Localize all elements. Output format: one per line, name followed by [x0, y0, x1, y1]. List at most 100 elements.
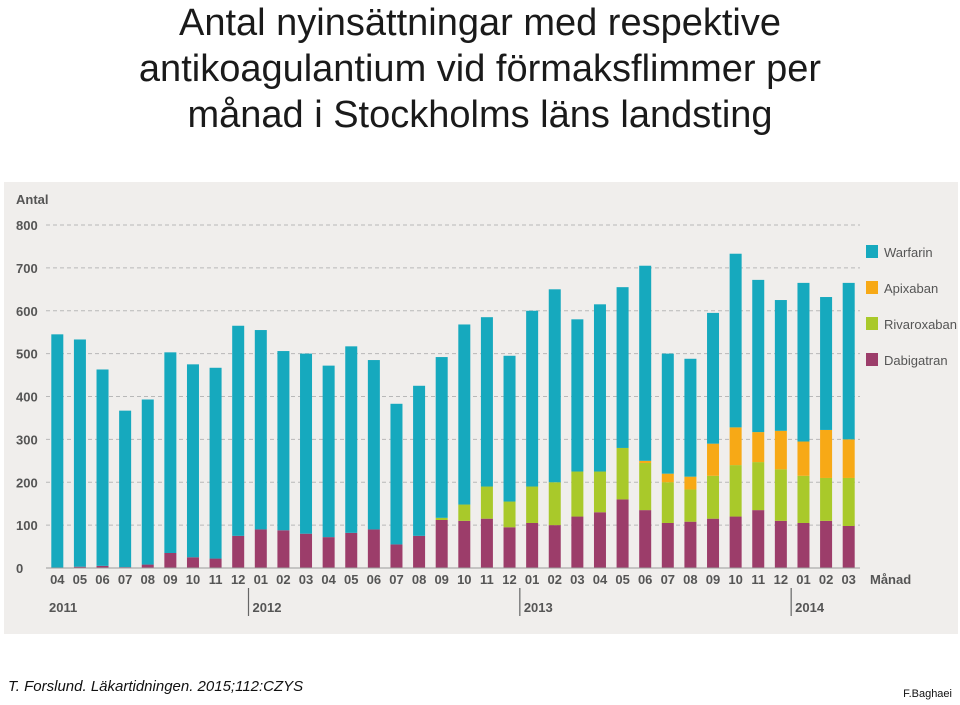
x-tick-label: 06	[367, 572, 381, 587]
legend-swatch-dabigatran	[866, 353, 878, 366]
x-tick-label: 06	[95, 572, 109, 587]
bar-warfarin	[684, 358, 697, 477]
x-tick-label: 07	[661, 572, 675, 587]
title-line-2: antikoagulantium vid förmaksflimmer per	[138, 48, 822, 90]
bar-warfarin	[458, 324, 471, 505]
bar-dabigatran	[164, 552, 177, 568]
bar-dabigatran	[254, 529, 267, 568]
x-tick-label: 04	[593, 572, 608, 587]
bar-dabigatran	[300, 533, 313, 568]
bar-warfarin	[345, 346, 358, 533]
bar-warfarin	[435, 357, 448, 518]
x-tick-label: 06	[638, 572, 652, 587]
bar-dabigatran	[571, 516, 584, 568]
bar-dabigatran	[593, 512, 606, 568]
bar-warfarin	[141, 399, 154, 565]
bar-dabigatran	[458, 520, 471, 568]
bar-dabigatran	[322, 537, 335, 568]
bar-rivaroxaban	[752, 462, 765, 511]
bar-warfarin	[413, 385, 426, 536]
bar-dabigatran	[480, 518, 493, 568]
bar-warfarin	[639, 265, 652, 461]
bar-warfarin	[797, 282, 810, 442]
x-tick-label: 12	[502, 572, 516, 587]
legend-label-rivaroxaban: Rivaroxaban	[884, 317, 957, 332]
bar-dabigatran	[526, 522, 539, 568]
bar-rivaroxaban	[571, 471, 584, 517]
bar-apixaban	[774, 430, 787, 470]
bar-apixaban	[661, 473, 674, 483]
bar-rivaroxaban	[616, 447, 629, 500]
stacked-bar-chart: Antal 0 100 200 300 400 500 600 700 800 04 05 06 07 08…	[16, 192, 957, 616]
bar-apixaban	[729, 427, 742, 466]
bar-apixaban	[684, 476, 697, 490]
bar-rivaroxaban	[639, 462, 652, 511]
x-tick-label: 02	[819, 572, 833, 587]
y-tick-label: 400	[16, 390, 38, 405]
y-tick-label: 200	[16, 475, 38, 490]
bar-rivaroxaban	[774, 469, 787, 521]
bar-apixaban	[842, 439, 855, 478]
chart-panel: Antal 0 100 200 300 400 500 600 700 800 04 05 06 07 08…	[4, 182, 958, 634]
x-tick-label: 11	[751, 572, 765, 587]
bar-dabigatran	[345, 532, 358, 568]
bar-warfarin	[593, 304, 606, 472]
bar-dabigatran	[186, 557, 199, 568]
legend-label-warfarin: Warfarin	[884, 245, 933, 260]
bar-warfarin	[209, 367, 222, 559]
bar-warfarin	[820, 297, 833, 430]
year-label: 2012	[253, 600, 282, 615]
bar-dabigatran	[277, 530, 290, 568]
bar-warfarin	[300, 353, 313, 534]
y-tick-label: 800	[16, 218, 38, 233]
bar-rivaroxaban	[526, 486, 539, 523]
bar-warfarin	[119, 410, 132, 568]
bar-warfarin	[164, 352, 177, 553]
x-tick-label: 04	[50, 572, 65, 587]
x-tick-label: 02	[548, 572, 562, 587]
x-tick-label: 03	[841, 572, 855, 587]
year-label: 2011	[49, 600, 77, 615]
bar-warfarin	[548, 289, 561, 483]
x-tick-label: 05	[615, 572, 629, 587]
x-tick-label: 10	[728, 572, 742, 587]
bar-apixaban	[752, 432, 765, 463]
bar-dabigatran	[842, 525, 855, 568]
bar-dabigatran	[435, 519, 448, 568]
legend-swatch-apixaban	[866, 281, 878, 294]
bar-warfarin	[752, 279, 765, 433]
y-tick-label: 600	[16, 304, 38, 319]
x-tick-label: 09	[163, 572, 177, 587]
x-tick-label: 12	[231, 572, 245, 587]
bar-dabigatran	[96, 565, 109, 568]
bar-warfarin	[616, 287, 629, 448]
bar-dabigatran	[209, 558, 222, 568]
bar-warfarin	[186, 364, 199, 558]
bar-rivaroxaban	[842, 477, 855, 526]
bar-dabigatran	[413, 535, 426, 568]
x-tick-label: 07	[389, 572, 403, 587]
bar-dabigatran	[639, 510, 652, 568]
bar-warfarin	[51, 334, 64, 568]
x-axis-label: Månad	[870, 572, 911, 587]
bar-dabigatran	[774, 520, 787, 568]
bar-dabigatran	[503, 527, 516, 568]
x-tick-label: 08	[141, 572, 155, 587]
title-line-1: Antal nyinsättningar med respektive	[179, 2, 781, 44]
bar-dabigatran	[73, 566, 86, 568]
bar-rivaroxaban	[480, 486, 493, 519]
y-axis-label: Antal	[16, 192, 49, 207]
bar-dabigatran	[141, 564, 154, 568]
x-tick-label: 09	[434, 572, 448, 587]
year-label: 2013	[524, 600, 553, 615]
bar-dabigatran	[797, 522, 810, 568]
bar-warfarin	[96, 369, 109, 566]
bar-dabigatran	[548, 525, 561, 568]
bar-warfarin	[729, 253, 742, 428]
bar-warfarin	[661, 353, 674, 474]
x-tick-label: 12	[774, 572, 788, 587]
citation: T. Forslund. Läkartidningen. 2015;112:CZ…	[8, 678, 304, 695]
bar-dabigatran	[729, 516, 742, 568]
author-credit: F.Baghaei	[903, 688, 952, 700]
legend-label-apixaban: Apixaban	[884, 281, 938, 296]
